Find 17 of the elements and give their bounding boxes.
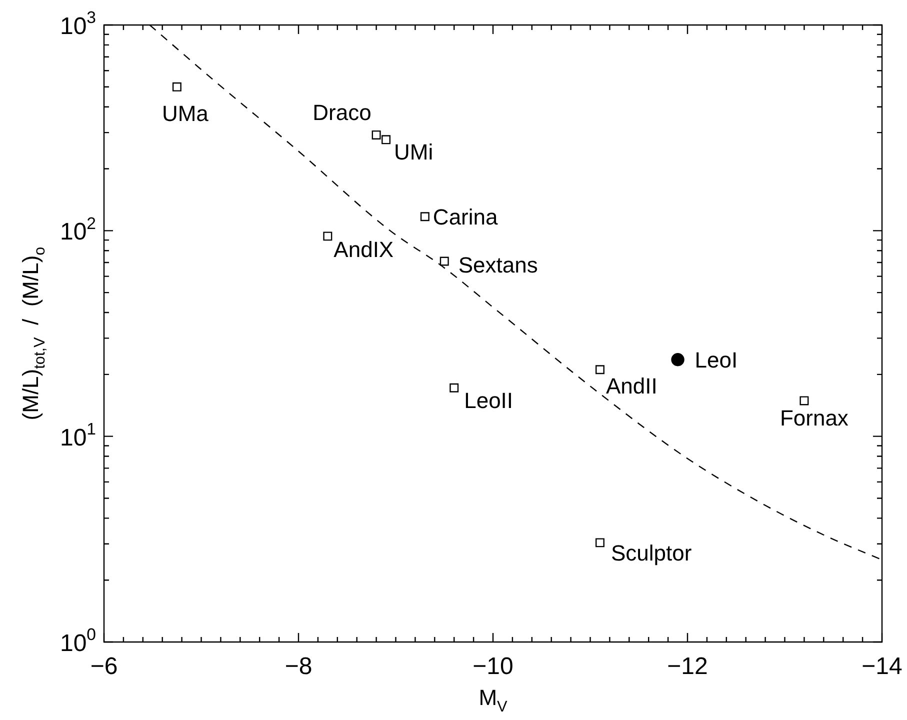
- x-tick-label: −6: [90, 653, 118, 680]
- annotation: UMi: [394, 140, 434, 165]
- annotation: Draco: [312, 100, 372, 125]
- y-axis-title: (M/L)tot,V / (M/L)o: [18, 246, 49, 420]
- x-tick-label: −10: [472, 653, 514, 680]
- annotation: Sculptor: [610, 540, 692, 566]
- x-tick-label: −12: [667, 653, 708, 680]
- annotation: Carina: [432, 204, 498, 230]
- annotation: LeoI: [694, 348, 738, 373]
- x-tick-label: −8: [284, 653, 312, 680]
- annotation: AndII: [606, 374, 658, 399]
- x-tick-label: −14: [862, 653, 902, 680]
- annotation: LeoII: [464, 388, 514, 413]
- annotation: Sextans: [458, 252, 538, 278]
- annotation: Fornax: [780, 406, 848, 431]
- annotation: UMa: [162, 100, 210, 126]
- annotation: AndIX: [334, 237, 394, 262]
